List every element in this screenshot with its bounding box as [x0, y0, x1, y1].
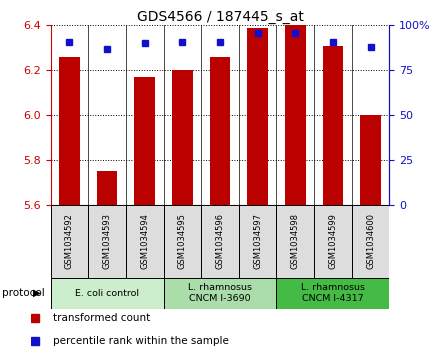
- Bar: [276, 278, 389, 309]
- Bar: [88, 205, 126, 278]
- Bar: [285, 25, 306, 205]
- Bar: [314, 205, 352, 278]
- Text: GSM1034596: GSM1034596: [216, 213, 224, 269]
- Text: ▶: ▶: [33, 288, 41, 298]
- Bar: [51, 278, 164, 309]
- Bar: [360, 115, 381, 205]
- Bar: [352, 205, 389, 278]
- Bar: [209, 57, 231, 205]
- Text: GSM1034594: GSM1034594: [140, 213, 149, 269]
- Bar: [164, 205, 201, 278]
- Bar: [59, 57, 80, 205]
- Text: protocol: protocol: [2, 288, 45, 298]
- Text: GSM1034598: GSM1034598: [291, 213, 300, 269]
- Text: GSM1034599: GSM1034599: [328, 213, 337, 269]
- Bar: [126, 205, 164, 278]
- Bar: [201, 205, 239, 278]
- Bar: [51, 205, 88, 278]
- Text: GSM1034597: GSM1034597: [253, 213, 262, 269]
- Bar: [164, 278, 276, 309]
- Bar: [239, 205, 276, 278]
- Bar: [97, 171, 117, 205]
- Text: transformed count: transformed count: [53, 313, 150, 323]
- Bar: [276, 205, 314, 278]
- Bar: [323, 46, 343, 205]
- Text: percentile rank within the sample: percentile rank within the sample: [53, 336, 228, 346]
- Text: GSM1034592: GSM1034592: [65, 213, 74, 269]
- Bar: [134, 77, 155, 205]
- Text: GSM1034593: GSM1034593: [103, 213, 112, 269]
- Text: L. rhamnosus
CNCM I-3690: L. rhamnosus CNCM I-3690: [188, 284, 252, 303]
- Text: GSM1034600: GSM1034600: [366, 213, 375, 269]
- Bar: [247, 28, 268, 205]
- Text: GSM1034595: GSM1034595: [178, 213, 187, 269]
- Text: L. rhamnosus
CNCM I-4317: L. rhamnosus CNCM I-4317: [301, 284, 365, 303]
- Title: GDS4566 / 187445_s_at: GDS4566 / 187445_s_at: [136, 11, 304, 24]
- Bar: [172, 70, 193, 205]
- Text: E. coli control: E. coli control: [75, 289, 139, 298]
